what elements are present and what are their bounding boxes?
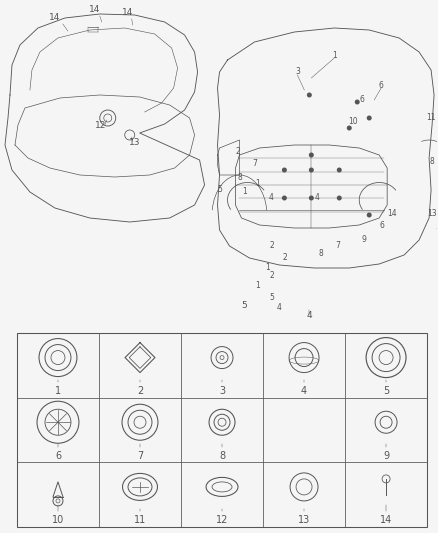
- Text: 6: 6: [379, 80, 384, 90]
- Circle shape: [337, 167, 342, 173]
- Text: 12: 12: [216, 515, 228, 526]
- Text: 4: 4: [301, 386, 307, 396]
- Text: 13: 13: [427, 208, 437, 217]
- Text: 9: 9: [362, 236, 367, 245]
- Bar: [17, 333, 427, 527]
- Text: 10: 10: [349, 117, 358, 126]
- Circle shape: [309, 152, 314, 157]
- Circle shape: [367, 116, 372, 120]
- Text: 5: 5: [269, 293, 274, 302]
- Text: 1: 1: [242, 188, 247, 197]
- Text: 5: 5: [383, 386, 389, 396]
- Text: 2: 2: [235, 148, 240, 157]
- Circle shape: [307, 93, 312, 98]
- Text: 2: 2: [269, 271, 274, 279]
- Text: 14: 14: [380, 515, 392, 526]
- Text: 8: 8: [430, 157, 434, 166]
- Text: 8: 8: [219, 451, 225, 461]
- Text: 14: 14: [89, 5, 100, 14]
- Circle shape: [347, 125, 352, 131]
- Text: 6: 6: [380, 221, 385, 230]
- Text: 7: 7: [335, 240, 340, 249]
- Circle shape: [337, 196, 342, 200]
- Text: 3: 3: [219, 386, 225, 396]
- Text: 1: 1: [55, 386, 61, 396]
- Text: 1: 1: [255, 280, 260, 289]
- Text: 4: 4: [307, 311, 312, 320]
- Text: 7: 7: [137, 451, 143, 461]
- Text: 11: 11: [426, 114, 436, 123]
- Circle shape: [309, 167, 314, 173]
- Text: 4: 4: [315, 192, 320, 201]
- Circle shape: [282, 167, 287, 173]
- Text: 11: 11: [134, 515, 146, 526]
- Text: 7: 7: [252, 158, 257, 167]
- Circle shape: [282, 196, 287, 200]
- Circle shape: [355, 100, 360, 104]
- Text: 8: 8: [319, 249, 324, 259]
- Text: 4: 4: [277, 303, 282, 311]
- Text: 8: 8: [237, 173, 242, 182]
- Text: 3: 3: [295, 68, 300, 77]
- Text: 14: 14: [387, 208, 397, 217]
- Text: 13: 13: [129, 138, 141, 147]
- Text: 1: 1: [255, 179, 260, 188]
- Text: 2: 2: [137, 386, 143, 396]
- Text: 5: 5: [242, 301, 247, 310]
- Text: 9: 9: [383, 451, 389, 461]
- Text: 14: 14: [49, 13, 60, 22]
- Text: 14: 14: [122, 8, 134, 17]
- Text: 10: 10: [52, 515, 64, 526]
- Text: 5: 5: [217, 185, 222, 195]
- Text: 6: 6: [360, 95, 365, 104]
- Circle shape: [367, 213, 372, 217]
- Text: 6: 6: [55, 451, 61, 461]
- Circle shape: [309, 196, 314, 200]
- Text: 2: 2: [269, 241, 274, 251]
- Text: 13: 13: [298, 515, 310, 526]
- Text: 1: 1: [265, 263, 270, 272]
- Text: 12: 12: [95, 121, 106, 130]
- Text: 2: 2: [282, 254, 287, 262]
- Text: 4: 4: [269, 192, 274, 201]
- Text: 1: 1: [332, 51, 337, 60]
